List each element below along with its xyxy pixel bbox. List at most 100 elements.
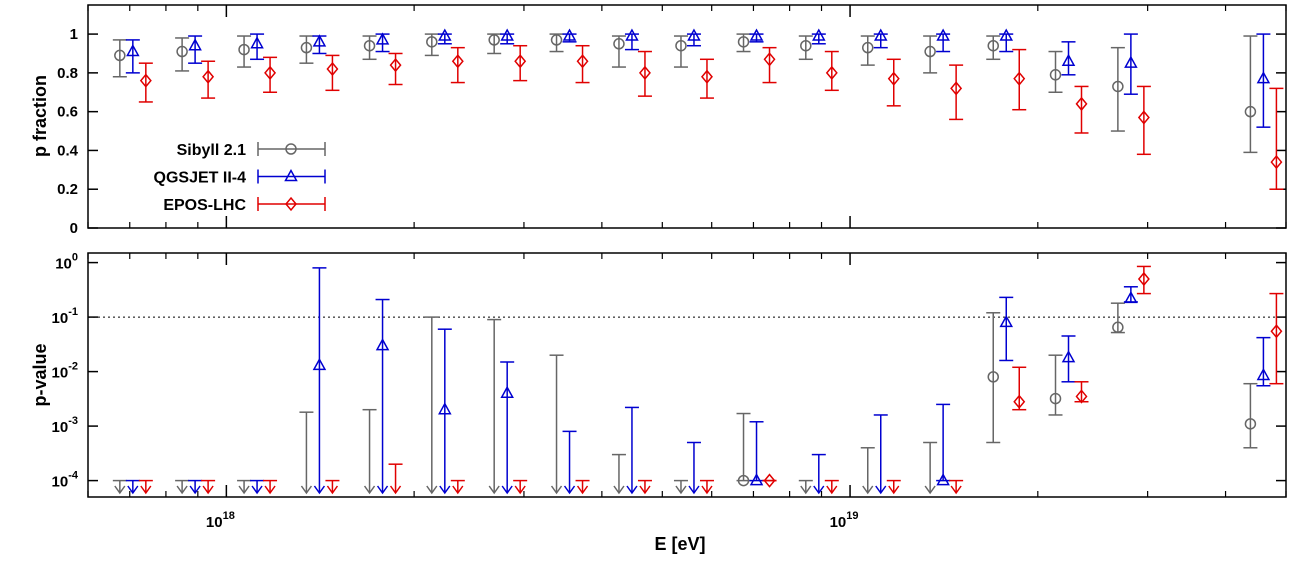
marker bbox=[862, 41, 874, 54]
marker bbox=[924, 45, 936, 58]
marker bbox=[1112, 80, 1124, 93]
y-tick-label: 0.6 bbox=[57, 104, 78, 121]
limit-arrow bbox=[264, 485, 276, 495]
x-tick-exp: 18 bbox=[223, 510, 235, 522]
y-tick-label: 10-4 bbox=[52, 470, 79, 491]
marker bbox=[999, 28, 1014, 41]
legend-label: Sibyll 2.1 bbox=[177, 142, 246, 159]
limit-arrow bbox=[114, 485, 126, 495]
limit-arrow bbox=[363, 485, 376, 495]
marker bbox=[1270, 154, 1283, 170]
x-tick-base: 10 bbox=[830, 514, 847, 531]
marker bbox=[887, 71, 900, 86]
marker bbox=[176, 45, 188, 58]
marker bbox=[375, 32, 390, 45]
limit-arrow bbox=[688, 485, 700, 495]
marker bbox=[800, 39, 812, 52]
marker bbox=[363, 39, 376, 52]
marker bbox=[576, 54, 589, 69]
marker bbox=[188, 38, 202, 51]
marker bbox=[873, 28, 888, 41]
marker bbox=[389, 57, 402, 73]
y-tick-base: 10 bbox=[52, 419, 69, 436]
marker bbox=[250, 36, 264, 49]
marker bbox=[1112, 321, 1124, 334]
marker bbox=[950, 81, 963, 96]
marker bbox=[202, 69, 215, 84]
marker bbox=[139, 73, 152, 88]
limit-arrow bbox=[313, 485, 326, 495]
limit-arrow bbox=[140, 485, 152, 495]
marker bbox=[326, 61, 339, 77]
limit-arrow bbox=[176, 485, 188, 495]
marker bbox=[675, 39, 687, 52]
marker bbox=[749, 28, 764, 41]
marker bbox=[1244, 105, 1257, 118]
marker bbox=[300, 41, 313, 54]
marker bbox=[749, 473, 764, 486]
bottom-frame bbox=[87, 252, 1287, 498]
marker bbox=[375, 338, 390, 351]
limit-arrow bbox=[202, 485, 214, 495]
marker bbox=[426, 36, 438, 48]
limit-arrow bbox=[251, 485, 263, 495]
marker bbox=[312, 357, 327, 371]
marker bbox=[126, 43, 140, 57]
marker bbox=[488, 34, 500, 46]
marker bbox=[999, 314, 1014, 328]
marker bbox=[114, 49, 126, 62]
marker bbox=[1049, 392, 1062, 405]
marker bbox=[763, 52, 776, 67]
marker bbox=[613, 38, 625, 50]
top-frame bbox=[87, 4, 1287, 229]
limit-arrow bbox=[452, 485, 464, 495]
limit-arrow bbox=[613, 485, 625, 495]
marker bbox=[514, 54, 527, 69]
marker bbox=[451, 54, 464, 69]
y-tick-label: 1 bbox=[70, 26, 78, 43]
x-tick-base: 10 bbox=[206, 514, 223, 531]
marker bbox=[1061, 350, 1076, 363]
marker bbox=[438, 402, 452, 415]
marker bbox=[700, 69, 713, 84]
limit-arrow bbox=[376, 485, 389, 495]
limit-arrow bbox=[488, 485, 500, 495]
y-tick-label: 0 bbox=[70, 220, 78, 237]
marker bbox=[737, 36, 750, 48]
marker bbox=[550, 34, 563, 46]
limit-arrow bbox=[888, 485, 900, 495]
marker bbox=[238, 43, 250, 56]
marker bbox=[1124, 290, 1138, 304]
legend-marker bbox=[285, 196, 297, 212]
limit-arrow bbox=[813, 485, 825, 495]
y-tick-label: 10-3 bbox=[52, 415, 78, 436]
marker bbox=[1049, 69, 1062, 81]
limit-arrow bbox=[800, 485, 812, 495]
limit-arrow bbox=[326, 485, 339, 495]
marker bbox=[1013, 394, 1026, 409]
marker bbox=[987, 39, 999, 52]
marker bbox=[638, 65, 651, 81]
marker bbox=[1124, 55, 1138, 68]
y-axis-label: p-value bbox=[30, 343, 50, 406]
marker bbox=[1013, 71, 1026, 86]
marker bbox=[1256, 367, 1271, 381]
x-tick-exp: 19 bbox=[846, 510, 858, 522]
marker bbox=[687, 28, 701, 41]
y-tick-exp: -3 bbox=[68, 415, 78, 427]
y-tick-label: 0.4 bbox=[57, 142, 79, 159]
marker bbox=[312, 34, 327, 47]
marker bbox=[562, 28, 577, 41]
limit-arrow bbox=[389, 485, 402, 495]
limit-arrow bbox=[189, 485, 201, 495]
y-axis-label: p fraction bbox=[30, 75, 50, 157]
limit-arrow bbox=[238, 485, 250, 495]
limit-arrow bbox=[626, 485, 638, 495]
marker bbox=[1270, 324, 1283, 339]
marker bbox=[737, 474, 750, 487]
limit-arrow bbox=[862, 485, 874, 495]
marker bbox=[987, 371, 999, 383]
y-tick-label: 10-1 bbox=[52, 306, 78, 327]
limit-arrow bbox=[300, 485, 313, 495]
